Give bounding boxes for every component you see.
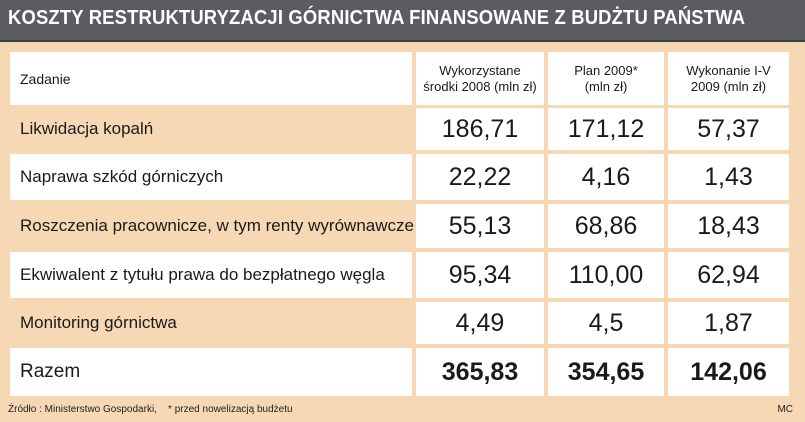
row-label-roszczenia: Roszczenia pracownicze, w tym renty wyró…	[10, 204, 414, 248]
row-label-ekwiwalent: Ekwiwalent z tytułu prawa do bezpłatnego…	[10, 252, 412, 298]
author-credit: MC	[777, 404, 793, 415]
row5-col3-value: 1,87	[668, 302, 789, 344]
header-col2-line1: Plan 2009*	[574, 62, 638, 78]
header-col3-line2: 2009 (mln zł)	[690, 78, 767, 94]
total-col1-value: 365,83	[416, 348, 544, 396]
total-col2-value: 354,65	[548, 348, 664, 396]
title-bar: KOSZTY RESTRUKTURYZACJI GÓRNICTWA FINANS…	[0, 0, 805, 42]
row5-col1-value: 4,49	[416, 302, 544, 344]
header-col3-cell: Wykonanie I-V 2009 (mln zł)	[668, 52, 789, 105]
row3-col2-value: 68,86	[548, 204, 664, 248]
row2-col2-value: 4,16	[548, 154, 664, 200]
source-note: Źródło : Ministerstwo Gospodarki, * prze…	[8, 404, 293, 415]
row5-col2-value: 4,5	[548, 302, 664, 344]
row-label-razem: Razem	[10, 348, 412, 396]
row3-col3-value: 18,43	[668, 204, 789, 248]
header-col3-line1: Wykonanie I-V	[686, 62, 771, 78]
header-col1-line1: Wykorzystane	[439, 62, 521, 78]
row2-col3-value: 1,43	[668, 154, 789, 200]
header-col1-cell: Wykorzystane środki 2008 (mln zł)	[416, 52, 544, 105]
row-label-monitoring: Monitoring górnictwa	[10, 302, 412, 344]
row2-col1-value: 22,22	[416, 154, 544, 200]
total-col3-value: 142,06	[668, 348, 789, 396]
row4-col3-value: 62,94	[668, 252, 789, 298]
header-col1-line2: środki 2008 (mln zł)	[423, 78, 537, 94]
header-zadanie: Zadanie	[20, 70, 71, 87]
row1-col3-value: 57,37	[668, 108, 789, 150]
header-col2-line2: (mln zł)	[584, 78, 628, 94]
row4-col1-value: 95,34	[416, 252, 544, 298]
row1-col1-value: 186,71	[416, 108, 544, 150]
row1-col2-value: 171,12	[548, 108, 664, 150]
header-label-cell: Zadanie	[10, 52, 412, 105]
table-title: KOSZTY RESTRUKTURYZACJI GÓRNICTWA FINANS…	[8, 7, 746, 29]
row4-col2-value: 110,00	[548, 252, 664, 298]
header-col2-cell: Plan 2009* (mln zł)	[548, 52, 664, 105]
row-label-likwidacja: Likwidacja kopalń	[10, 108, 412, 150]
row-label-naprawa: Naprawa szkód górniczych	[10, 154, 412, 200]
row3-col1-value: 55,13	[416, 204, 544, 248]
